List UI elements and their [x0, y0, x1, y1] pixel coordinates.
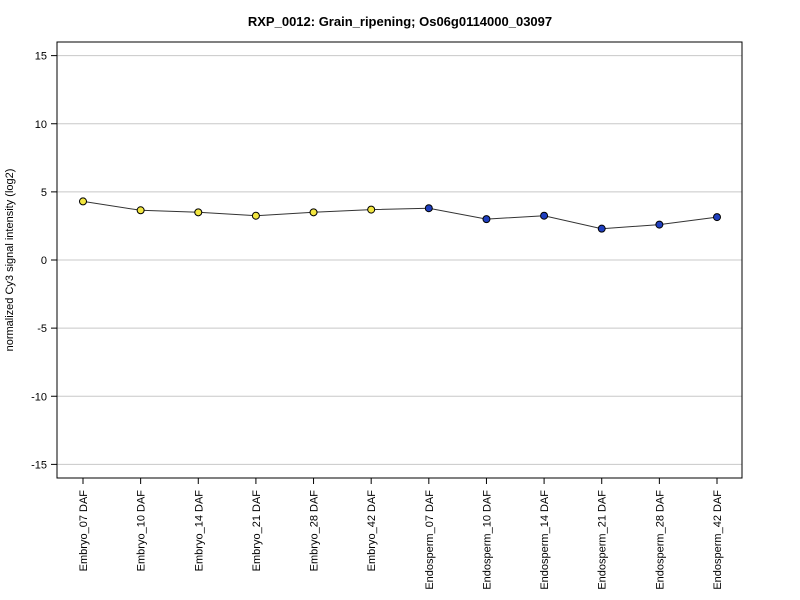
x-tick-label: Endosperm_07 DAF — [424, 490, 436, 590]
data-point — [655, 220, 664, 229]
data-point — [424, 204, 433, 213]
data-point — [136, 206, 145, 215]
data-point — [79, 197, 87, 206]
gridlines — [57, 55, 742, 465]
y-tick-label: -5 — [37, 323, 47, 335]
series-line — [82, 200, 718, 230]
y-tick-label: 0 — [41, 255, 47, 267]
y-tick-label: -10 — [31, 391, 47, 403]
data-point — [540, 211, 549, 220]
x-tick-label: Endosperm_10 DAF — [481, 490, 493, 590]
data-point — [597, 224, 606, 233]
data-point — [194, 208, 203, 217]
data-point — [367, 205, 376, 214]
x-tick-label: Embryo_10 DAF — [136, 490, 148, 572]
y-tick-label: -15 — [31, 459, 47, 471]
x-axis: Embryo_07 DAF Embryo_10 DAF Embryo_14 DAF E… — [78, 478, 724, 590]
y-axis: -15 -10 -5 0 5 10 15 — [31, 51, 57, 471]
x-tick-label: Endosperm_42 DAF — [712, 490, 724, 590]
x-tick-label: Endosperm_28 DAF — [654, 490, 666, 590]
chart-title: RXP_0012: Grain_ripening; Os06g0114000_0… — [248, 14, 552, 29]
x-tick-label: Endosperm_21 DAF — [597, 490, 609, 590]
data-point — [713, 213, 721, 222]
data-point — [309, 208, 318, 217]
y-tick-label: 5 — [41, 187, 47, 199]
series-layer — [79, 197, 721, 233]
data-point — [482, 215, 491, 224]
y-axis-label: normalized Cy3 signal intensity (log2) — [4, 169, 16, 352]
x-tick-label: Embryo_28 DAF — [309, 490, 321, 572]
y-tick-label: 10 — [35, 119, 47, 131]
data-point — [251, 211, 260, 220]
x-tick-label: Embryo_14 DAF — [193, 490, 205, 572]
x-tick-label: Endosperm_14 DAF — [539, 490, 551, 590]
plot-frame — [56, 41, 743, 479]
x-tick-label: Embryo_42 DAF — [366, 490, 378, 572]
y-tick-label: 15 — [35, 51, 47, 63]
x-tick-label: Embryo_07 DAF — [78, 490, 90, 572]
x-tick-label: Embryo_21 DAF — [251, 490, 263, 572]
